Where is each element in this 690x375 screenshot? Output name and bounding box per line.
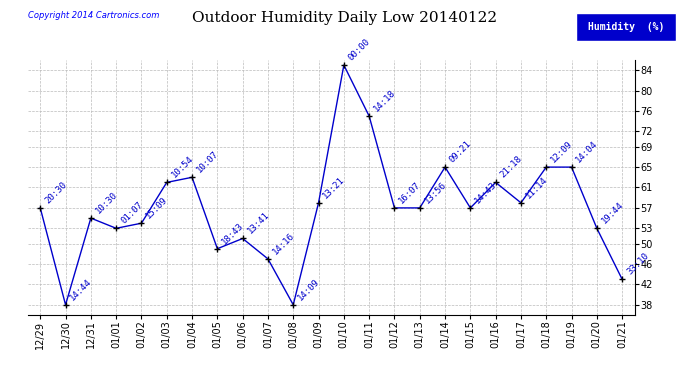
Text: 01:07: 01:07	[119, 200, 144, 225]
Text: 14:43: 14:43	[473, 180, 498, 205]
Text: Copyright 2014 Cartronics.com: Copyright 2014 Cartronics.com	[28, 11, 159, 20]
Text: 14:44: 14:44	[68, 277, 94, 302]
Text: 13:21: 13:21	[322, 175, 346, 200]
Text: 21:18: 21:18	[498, 154, 524, 180]
Text: 09:21: 09:21	[448, 139, 473, 164]
Text: 10:30: 10:30	[94, 190, 119, 215]
Text: 14:18: 14:18	[372, 88, 397, 113]
Text: 16:07: 16:07	[397, 180, 422, 205]
Text: 15:09: 15:09	[144, 195, 170, 220]
Text: 13:56: 13:56	[422, 180, 448, 205]
Text: 19:44: 19:44	[600, 200, 625, 225]
Text: 14:04: 14:04	[574, 139, 600, 164]
Text: 20:30: 20:30	[43, 180, 68, 205]
Text: 10:54: 10:54	[170, 154, 195, 180]
Text: 00:00: 00:00	[346, 37, 372, 62]
Text: 14:09: 14:09	[296, 277, 322, 302]
Text: 14:16: 14:16	[270, 231, 296, 256]
Text: 13:41: 13:41	[246, 210, 270, 236]
Text: 18:43: 18:43	[220, 220, 246, 246]
Text: Humidity  (%): Humidity (%)	[588, 22, 664, 32]
Text: Outdoor Humidity Daily Low 20140122: Outdoor Humidity Daily Low 20140122	[193, 11, 497, 25]
Text: 12:09: 12:09	[549, 139, 574, 164]
Text: 33:10: 33:10	[625, 251, 650, 276]
Text: 11:14: 11:14	[524, 175, 549, 200]
Text: 10:07: 10:07	[195, 149, 220, 174]
